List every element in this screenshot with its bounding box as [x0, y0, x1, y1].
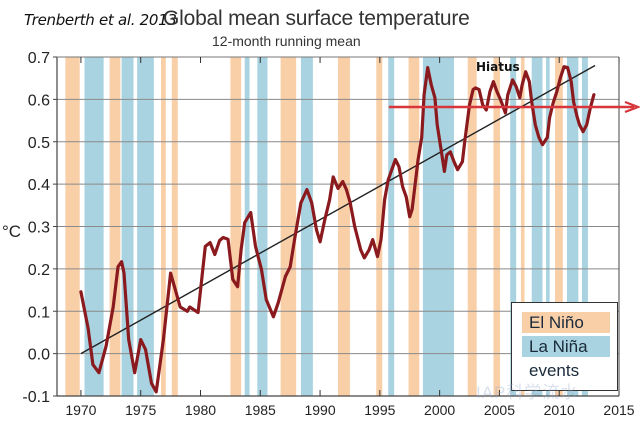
legend: El Niño La Niña events [511, 302, 618, 391]
legend-label-el-nino: El Niño [529, 313, 584, 332]
x-tick-label: 2005 [484, 402, 515, 418]
hiatus-label: Hiatus [476, 60, 520, 74]
y-tick-label: 0.3 [28, 220, 50, 237]
y-tick-label: 0.7 [28, 50, 50, 67]
y-tick-label: 0.5 [28, 135, 50, 152]
legend-caption: events [529, 361, 580, 380]
series-group [79, 65, 596, 394]
legend-label-la-nina: La Niña [529, 337, 588, 356]
y-tick-label: 0.1 [28, 304, 50, 321]
y-axis: -0.1 0.0 0.1 0.2 0.3 0.4 0.5 0.6 0.7 [22, 50, 57, 406]
hiatus-arrow-icon [624, 100, 640, 114]
x-tick-label: 1995 [364, 402, 395, 418]
temperature-series-line [79, 65, 596, 394]
x-tick-label: 1985 [245, 402, 276, 418]
y-tick-label: -0.1 [22, 389, 50, 406]
x-tick-label: 2010 [544, 402, 575, 418]
watermark: IAP科学流水 [476, 383, 579, 402]
hiatus-group: Hiatus [388, 60, 640, 114]
x-tick-label: 2015 [603, 402, 634, 418]
chart-title: Global mean surface temperature [163, 7, 470, 30]
x-tick-label: 1970 [65, 402, 96, 418]
y-tick-label: 0.6 [28, 92, 50, 109]
x-tick-label: 1990 [304, 402, 335, 418]
legend-el-nino: El Niño [522, 312, 610, 333]
chart-subtitle: 12-month running mean [212, 33, 361, 49]
y-tick-label: 0.4 [28, 177, 50, 194]
legend-la-nina: La Niña [522, 336, 610, 357]
x-tick-label: 1975 [125, 402, 156, 418]
y-axis-label: °C [2, 222, 22, 241]
y-tick-label: 0.0 [28, 347, 50, 364]
legend-swatch-la-nina [522, 336, 610, 357]
x-tick-label: 1980 [185, 402, 216, 418]
legend-swatch-el-nino [522, 312, 610, 333]
y-tick-label: 0.2 [28, 262, 50, 279]
x-axis: 1970 1975 1980 1985 1990 1995 2000 2005 2010 2015 [65, 57, 635, 418]
source-citation: Trenberth et al. 2013 [24, 11, 177, 29]
x-tick-label: 2000 [424, 402, 455, 418]
